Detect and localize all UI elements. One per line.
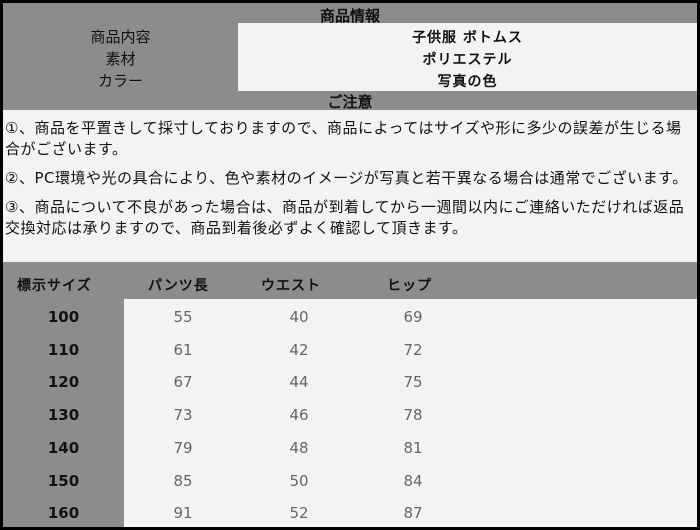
pants-length-cell: 91 [173, 504, 193, 523]
notice-item: ①、商品を平置きして採寸しておりますので、商品によってはサイズや形に多少の誤差が… [5, 119, 682, 158]
waist-cell: 42 [289, 340, 309, 359]
waist-cell: 44 [289, 373, 309, 392]
product-info-title: 商品情報 [319, 7, 380, 25]
value-material: ポリエステル [422, 52, 513, 68]
pants-length-cell: 73 [173, 406, 193, 425]
waist-cell: 40 [289, 308, 309, 326]
pants-length-cell: 79 [173, 438, 193, 457]
waist-cell: 48 [289, 438, 309, 457]
size-table-body [124, 299, 697, 527]
product-info-sheet: 商品情報 商品内容 素材 カラー 子供服 ボトムス ポリエステル 写真の色 ご注… [3, 3, 697, 527]
hip-cell: 81 [403, 438, 423, 457]
product-info-values: 子供服 ボトムス ポリエステル 写真の色 [238, 23, 697, 91]
hip-cell: 69 [403, 308, 423, 326]
pants-length-cell: 55 [173, 308, 193, 326]
header-waist: ウエスト [261, 278, 321, 294]
size-cell: 160 [47, 504, 80, 523]
size-cell: 140 [47, 438, 80, 457]
pants-length-cell: 85 [173, 471, 193, 490]
waist-cell: 52 [289, 504, 309, 523]
hip-cell: 75 [403, 373, 423, 392]
hip-cell: 84 [403, 471, 423, 490]
header-hip: ヒップ [387, 278, 432, 294]
size-cell: 110 [47, 340, 80, 359]
notice-item: ②、PC環境や光の具合により、色や素材のイメージが写真と若干異なる場合は通常でご… [5, 169, 688, 187]
header-pants-length: パンツ長 [148, 278, 209, 294]
hip-cell: 78 [403, 406, 423, 425]
notice-title: ご注意 [327, 93, 373, 111]
pants-length-cell: 61 [173, 340, 193, 359]
pants-length-cell: 67 [173, 373, 193, 392]
label-material: 素材 [105, 50, 136, 68]
value-product-content: 子供服 ボトムス [412, 30, 523, 46]
notice-item: ③、商品について不良があった場合は、商品が到着してから一週間以内にご連絡いただけ… [5, 198, 685, 237]
size-cell: 120 [47, 373, 80, 392]
size-cell: 100 [47, 308, 80, 326]
size-cell: 150 [47, 471, 80, 490]
header-size: 標示サイズ [17, 278, 92, 294]
waist-cell: 50 [289, 471, 309, 490]
hip-cell: 72 [403, 340, 423, 359]
label-product-content: 商品内容 [90, 28, 151, 46]
waist-cell: 46 [289, 406, 309, 425]
notice-list: ①、商品を平置きして採寸しておりますので、商品によってはサイズや形に多少の誤差が… [3, 110, 697, 262]
label-color: カラー [97, 72, 143, 90]
hip-cell: 87 [403, 504, 423, 523]
size-cell: 130 [47, 406, 80, 425]
value-color: 写真の色 [437, 74, 498, 90]
